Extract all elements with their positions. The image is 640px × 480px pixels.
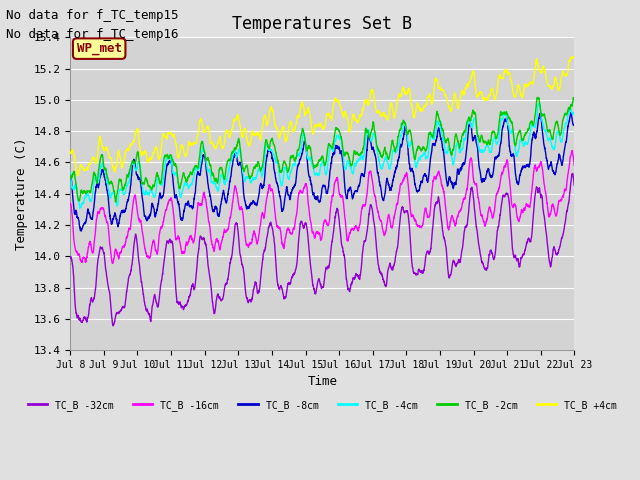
TC_B -8cm — [282, 192, 289, 197]
Text: No data for f_TC_temp15: No data for f_TC_temp15 — [6, 9, 179, 22]
TC_B -16cm — [109, 260, 117, 266]
TC_B -4cm — [67, 169, 74, 175]
TC_B -8cm — [67, 172, 74, 178]
TC_B -4cm — [124, 180, 132, 186]
TC_B -8cm — [124, 197, 132, 203]
TC_B -2cm — [67, 172, 74, 178]
TC_B -4cm — [76, 205, 84, 211]
TC_B -2cm — [561, 110, 568, 116]
Title: Temperatures Set B: Temperatures Set B — [232, 15, 412, 33]
TC_B -16cm — [561, 186, 568, 192]
TC_B -2cm — [260, 154, 268, 159]
Line: TC_B -32cm: TC_B -32cm — [70, 173, 574, 326]
TC_B -32cm — [124, 281, 132, 287]
TC_B -8cm — [570, 123, 578, 129]
X-axis label: Time: Time — [307, 375, 337, 388]
TC_B +4cm — [570, 55, 578, 60]
TC_B -16cm — [67, 201, 74, 206]
TC_B -16cm — [124, 230, 132, 236]
TC_B -32cm — [282, 295, 289, 300]
TC_B -32cm — [561, 222, 568, 228]
Y-axis label: Temperature (C): Temperature (C) — [15, 138, 28, 250]
TC_B -8cm — [561, 146, 568, 152]
TC_B +4cm — [67, 149, 74, 155]
TC_B -32cm — [506, 214, 514, 219]
TC_B -2cm — [570, 95, 578, 100]
TC_B -4cm — [282, 166, 289, 172]
Line: TC_B -2cm: TC_B -2cm — [70, 97, 574, 202]
TC_B -2cm — [112, 199, 120, 205]
TC_B -2cm — [506, 117, 514, 123]
Text: WP_met: WP_met — [77, 42, 122, 55]
TC_B -16cm — [568, 148, 576, 154]
TC_B -4cm — [536, 100, 543, 106]
TC_B +4cm — [124, 146, 132, 152]
TC_B -32cm — [569, 170, 577, 176]
TC_B -16cm — [282, 235, 289, 241]
TC_B -32cm — [260, 250, 268, 255]
TC_B -4cm — [561, 124, 568, 130]
TC_B +4cm — [260, 116, 268, 122]
TC_B -4cm — [154, 177, 162, 182]
TC_B -2cm — [534, 95, 541, 100]
TC_B -32cm — [570, 182, 578, 188]
Line: TC_B +4cm: TC_B +4cm — [70, 56, 574, 176]
TC_B -8cm — [77, 228, 85, 234]
TC_B -8cm — [567, 109, 575, 115]
TC_B +4cm — [561, 72, 568, 78]
TC_B -8cm — [260, 183, 268, 189]
TC_B +4cm — [154, 152, 162, 157]
TC_B -16cm — [154, 249, 162, 254]
TC_B -8cm — [506, 149, 514, 155]
TC_B -16cm — [506, 184, 514, 190]
TC_B -4cm — [260, 162, 268, 168]
TC_B +4cm — [570, 53, 577, 59]
Line: TC_B -4cm: TC_B -4cm — [70, 103, 574, 208]
TC_B -32cm — [109, 323, 117, 329]
TC_B -4cm — [570, 111, 578, 117]
TC_B -2cm — [282, 161, 289, 167]
Line: TC_B -8cm: TC_B -8cm — [70, 112, 574, 231]
TC_B -32cm — [154, 304, 162, 310]
TC_B -16cm — [260, 216, 268, 221]
TC_B -2cm — [124, 172, 132, 178]
Legend: TC_B -32cm, TC_B -16cm, TC_B -8cm, TC_B -4cm, TC_B -2cm, TC_B +4cm: TC_B -32cm, TC_B -16cm, TC_B -8cm, TC_B … — [24, 396, 621, 414]
TC_B -16cm — [570, 163, 578, 168]
TC_B -2cm — [154, 173, 162, 179]
Line: TC_B -16cm: TC_B -16cm — [70, 151, 574, 263]
TC_B +4cm — [74, 173, 82, 179]
TC_B -4cm — [506, 130, 514, 135]
TC_B -8cm — [154, 203, 162, 209]
Text: No data for f_TC_temp16: No data for f_TC_temp16 — [6, 28, 179, 41]
TC_B -32cm — [67, 255, 74, 261]
TC_B +4cm — [506, 74, 514, 80]
TC_B +4cm — [282, 138, 289, 144]
